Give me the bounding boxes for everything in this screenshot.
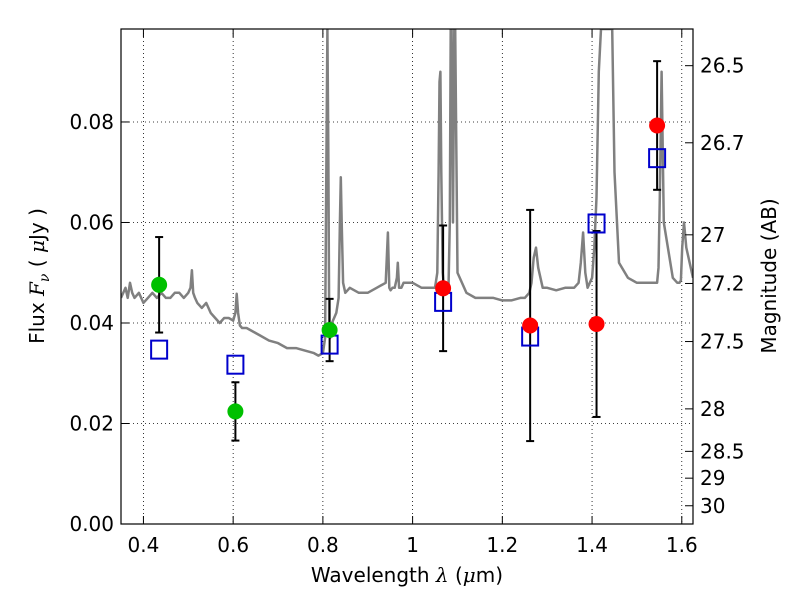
x-tick-label: 0.8 <box>307 533 339 557</box>
circle-marker <box>522 317 539 334</box>
y-tick-label: 0.06 <box>69 210 114 234</box>
x-tick-label: 1 <box>406 533 419 557</box>
square-marker <box>587 213 606 234</box>
y-tick-label: 0.08 <box>69 110 114 134</box>
y-tick-label: 0.00 <box>69 512 114 536</box>
y2-tick-label: 29 <box>700 466 725 490</box>
y-tick-label: 0.04 <box>69 311 114 335</box>
y2-tick-label: 27.5 <box>700 330 745 354</box>
grid-lines <box>121 29 693 524</box>
x-tick-label: 0.4 <box>128 533 160 557</box>
x-tick-label: 1.6 <box>666 533 698 557</box>
x-tick-label: 1.4 <box>576 533 608 557</box>
plot-frame <box>120 28 694 525</box>
model-spectrum <box>121 29 693 357</box>
circle-marker <box>151 276 168 293</box>
circle-marker <box>649 117 666 134</box>
y2-tick-label: 27 <box>700 223 725 247</box>
y2-tick-label: 28 <box>700 397 725 421</box>
spectrum-line <box>121 29 693 357</box>
square-marker <box>648 148 667 169</box>
y2-tick-label: 26.5 <box>700 54 745 78</box>
y2-tick-label: 27.2 <box>700 271 745 295</box>
circle-marker <box>588 315 605 332</box>
y2-tick-label: 30 <box>700 494 725 518</box>
x-tick-label: 0.6 <box>217 533 249 557</box>
square-marker <box>226 354 245 375</box>
y2-axis-label: Magnitude (AB) <box>757 198 781 353</box>
y-tick-label: 0.02 <box>69 411 114 435</box>
circle-marker <box>435 280 452 297</box>
y2-tick-label: 28.5 <box>700 439 745 463</box>
y-axis-label: Flux Fν ( μJy ) <box>25 208 53 344</box>
y2-tick-label: 26.7 <box>700 131 745 155</box>
data-markers <box>150 117 667 420</box>
x-axis-label: Wavelength λ (μm) <box>311 563 503 587</box>
square-marker <box>150 339 169 360</box>
x-tick-label: 1.2 <box>486 533 518 557</box>
circle-marker <box>321 322 338 339</box>
circle-marker <box>227 403 244 420</box>
axis-ticks: 0.4 0.6 0.8 1 1.2 1.4 1.6 0.00 0.02 0.04 0.06 0.08 2… <box>69 29 745 557</box>
